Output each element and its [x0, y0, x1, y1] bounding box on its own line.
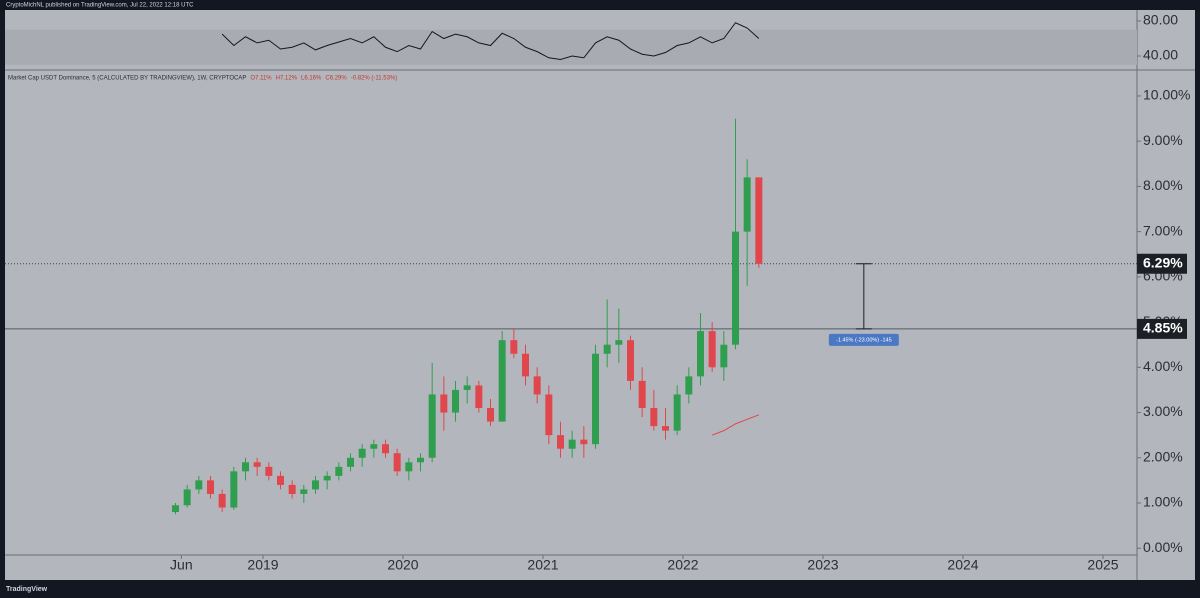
x-tick-label: 2024	[947, 557, 978, 573]
candle-body	[417, 457, 424, 463]
y-tick-label: 80.00	[1143, 12, 1178, 28]
ohlc-label: O7.11%	[250, 76, 272, 82]
candle-body	[498, 340, 506, 422]
candle-body	[218, 493, 226, 508]
y-tick-label: 1.00%	[1143, 494, 1183, 510]
candle-body	[242, 462, 249, 472]
candle-body	[743, 177, 751, 232]
candle-body	[650, 408, 658, 427]
moving-average	[711, 414, 760, 436]
candle-body	[335, 466, 343, 476]
candle-body	[463, 385, 471, 390]
candle-body	[172, 505, 179, 513]
x-tick-label: 2023	[807, 557, 838, 573]
measure-label: -1.45% (-23.00%) -145	[836, 337, 892, 343]
x-tick-label: 2021	[527, 557, 558, 573]
publisher: CryptoMichNL published on TradingView.co…	[6, 3, 194, 9]
candle-body	[603, 344, 611, 354]
price-tag	[1137, 318, 1187, 339]
x-tick-label: 2022	[667, 557, 698, 573]
candle-body	[347, 457, 354, 467]
candle-body	[510, 340, 518, 354]
price-tag-label: 4.85%	[1143, 320, 1183, 336]
brand: TradingView	[6, 586, 48, 593]
candle-body	[452, 389, 459, 413]
candle-body	[405, 462, 413, 472]
price-tag-label: 6.29%	[1143, 254, 1183, 270]
candle-body	[638, 380, 646, 409]
candle-body	[533, 376, 541, 395]
rsi-line	[221, 22, 760, 61]
x-tick-label: 2025	[1087, 557, 1118, 573]
y-tick-label: 40.00	[1143, 47, 1178, 63]
candle-body	[720, 344, 728, 368]
y-tick-label: 3.00%	[1143, 403, 1183, 419]
candle-body	[662, 426, 669, 431]
y-tick-label: 0.00%	[1143, 539, 1183, 555]
candle-body	[475, 385, 483, 409]
price-tag	[1137, 253, 1187, 274]
measure-box	[828, 333, 899, 346]
candle-body	[615, 340, 623, 345]
y-tick-label: 8.00%	[1143, 177, 1183, 193]
candle-body	[755, 177, 763, 264]
candle-body	[207, 480, 214, 494]
ohlc-label: -0.82% (-11.53%)	[351, 76, 398, 82]
ohlc-label: H7.12%	[276, 76, 298, 82]
chart-background	[5, 10, 1195, 580]
x-tick-label: Jun	[170, 557, 193, 573]
candle-body	[183, 489, 191, 506]
series-title: Market Cap USDT Dominance, 5 (CALCULATED…	[8, 76, 246, 82]
candle-body	[195, 480, 203, 490]
candle-body	[708, 331, 716, 368]
candle-body	[697, 331, 704, 377]
candle-body	[557, 435, 564, 449]
candle-body	[592, 353, 599, 445]
candle-body	[685, 376, 693, 395]
candle-body	[673, 394, 681, 431]
y-tick-label: 2.00%	[1143, 448, 1183, 464]
candle-body	[288, 484, 296, 494]
ohlc-label: C6.29%	[325, 76, 347, 82]
candle-body	[580, 439, 588, 445]
candle-body	[265, 466, 273, 476]
candle-body	[358, 448, 366, 458]
candle-body	[732, 231, 739, 345]
x-tick-label: 2020	[387, 557, 418, 573]
candle-body	[277, 475, 284, 485]
y-tick-label: 9.00%	[1143, 132, 1183, 148]
candle-body	[440, 394, 448, 413]
candle-body	[568, 439, 576, 449]
candle-body	[487, 408, 494, 422]
y-tick-label: 10.00%	[1143, 87, 1190, 103]
candle-body	[393, 453, 401, 472]
candle-body	[230, 471, 238, 508]
rsi-band	[5, 29, 1137, 65]
x-tick-label: 2019	[247, 557, 278, 573]
candle-body	[428, 394, 436, 458]
ohlc-label: L6.16%	[301, 76, 322, 82]
candle-body	[382, 444, 389, 454]
y-tick-label: 7.00%	[1143, 222, 1183, 238]
candle-body	[545, 394, 553, 436]
candle-body	[323, 475, 331, 481]
candle-body	[627, 340, 634, 381]
candle-body	[370, 444, 378, 449]
candle-body	[312, 480, 319, 490]
y-tick-label: 4.00%	[1143, 358, 1183, 374]
candle-body	[522, 353, 529, 377]
candle-body	[253, 462, 261, 467]
candle-body	[300, 489, 308, 494]
